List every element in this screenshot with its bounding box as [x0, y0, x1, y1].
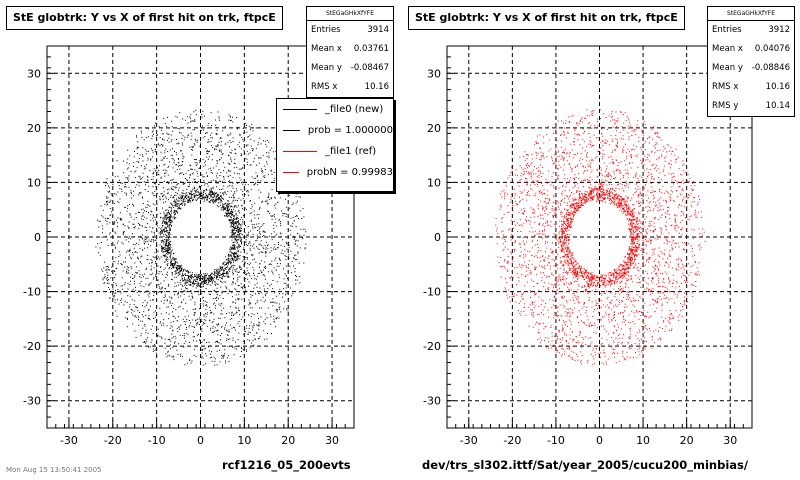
x-tick-label: -20 — [503, 434, 521, 447]
right-stats-row: RMS x 10.16 — [708, 78, 794, 97]
left-plot-title: StE globtrk: Y vs X of first hit on trk,… — [6, 6, 283, 30]
y-tick-label: 20 — [27, 122, 41, 135]
stat-label: RMS x — [712, 82, 739, 92]
left-footer-label: rcf1216_05_200evts — [222, 458, 351, 472]
x-tick-label: -10 — [148, 434, 166, 447]
legend-label: _file0 (new) — [325, 104, 384, 115]
x-tick-label: 30 — [723, 434, 737, 447]
legend-entry: probN = 0.99983 — [277, 162, 393, 183]
y-tick-label: 30 — [27, 67, 41, 80]
right-footer-label: dev/trs_sl302.ittf/Sat/year_2005/cucu200… — [422, 458, 749, 472]
stat-value: 10.14 — [765, 101, 790, 111]
legend-label: prob = 1.000000 — [307, 125, 393, 136]
right-plot: -30 -20 -10 0 10 20 30 30 20 10 0 -10 -20 -30 — [423, 45, 753, 447]
stat-label: Mean x — [311, 44, 342, 54]
stat-label: RMS y — [712, 101, 739, 111]
y-tick-label: -20 — [23, 340, 41, 353]
right-stats-row: Mean x 0.04076 — [708, 40, 794, 59]
y-tick-label: -10 — [423, 286, 441, 299]
left-stats-name: StEGaGHkXfYFE — [307, 7, 393, 21]
stat-value: 3912 — [768, 25, 790, 35]
y-tick-label: 0 — [34, 231, 41, 244]
legend-label: probN = 0.99983 — [306, 167, 393, 178]
x-tick-label: 30 — [325, 434, 339, 447]
legend-box: _file0 (new) prob = 1.000000 _file1 (ref… — [276, 98, 394, 192]
y-tick-label: 10 — [27, 176, 41, 189]
x-tick-label: 10 — [636, 434, 650, 447]
stat-label: Mean y — [311, 63, 342, 73]
legend-entry: prob = 1.000000 — [277, 120, 393, 141]
x-tick-label: 10 — [237, 434, 251, 447]
x-tick-label: 20 — [680, 434, 694, 447]
legend-line — [283, 172, 299, 173]
y-tick-label: 20 — [427, 122, 441, 135]
right-stats-row: RMS y 10.14 — [708, 97, 794, 116]
x-tick-label: -20 — [104, 434, 122, 447]
stat-label: Entries — [311, 25, 341, 35]
y-tick-label: -30 — [423, 395, 441, 408]
x-tick-label: -10 — [547, 434, 565, 447]
legend-entry: _file1 (ref) — [277, 141, 393, 162]
y-tick-label: 30 — [427, 67, 441, 80]
y-tick-label: -20 — [423, 340, 441, 353]
timestamp: Mon Aug 15 13:50:41 2005 — [6, 466, 102, 474]
y-tick-label: -10 — [23, 286, 41, 299]
right-stats-box: StEGaGHkXfYFE Entries 3912 Mean x 0.04076 … — [707, 6, 795, 117]
right-stats-row: Mean y -0.08846 — [708, 59, 794, 78]
stat-label: Entries — [712, 25, 742, 35]
legend-label: _file1 (ref) — [325, 146, 377, 157]
x-tick-label: 20 — [281, 434, 295, 447]
left-stats-row: Mean x 0.03761 — [307, 40, 393, 59]
y-tick-label: -30 — [23, 395, 41, 408]
stat-value: 3914 — [367, 25, 389, 35]
stat-value: 10.16 — [765, 82, 790, 92]
right-stats-row: Entries 3912 — [708, 21, 794, 40]
stat-label: RMS x — [311, 82, 338, 92]
legend-entry: _file0 (new) — [277, 99, 393, 120]
stat-value: -0.08846 — [751, 63, 790, 73]
x-tick-label: 0 — [197, 434, 204, 447]
stat-label: Mean x — [712, 44, 743, 54]
legend-line — [283, 109, 317, 110]
y-tick-label: 0 — [434, 231, 441, 244]
right-stats-name: StEGaGHkXfYFE — [708, 7, 794, 21]
legend-line — [283, 151, 317, 152]
right-plot-title: StE globtrk: Y vs X of first hit on trk,… — [408, 6, 685, 30]
y-tick-label: 10 — [427, 176, 441, 189]
x-tick-label: 0 — [596, 434, 603, 447]
stat-value: 0.03761 — [353, 44, 389, 54]
left-stats-row: Entries 3914 — [307, 21, 393, 40]
x-tick-label: -30 — [460, 434, 478, 447]
stat-label: Mean y — [712, 63, 743, 73]
left-stats-row: Mean y -0.08467 — [307, 59, 393, 78]
stat-value: 10.16 — [364, 82, 389, 92]
left-stats-box: StEGaGHkXfYFE Entries 3914 Mean x 0.03761 … — [306, 6, 394, 98]
x-tick-label: -30 — [60, 434, 78, 447]
stat-value: 0.04076 — [754, 44, 790, 54]
legend-line — [283, 130, 300, 131]
stat-value: -0.08467 — [350, 63, 389, 73]
left-stats-row: RMS x 10.16 — [307, 78, 393, 97]
